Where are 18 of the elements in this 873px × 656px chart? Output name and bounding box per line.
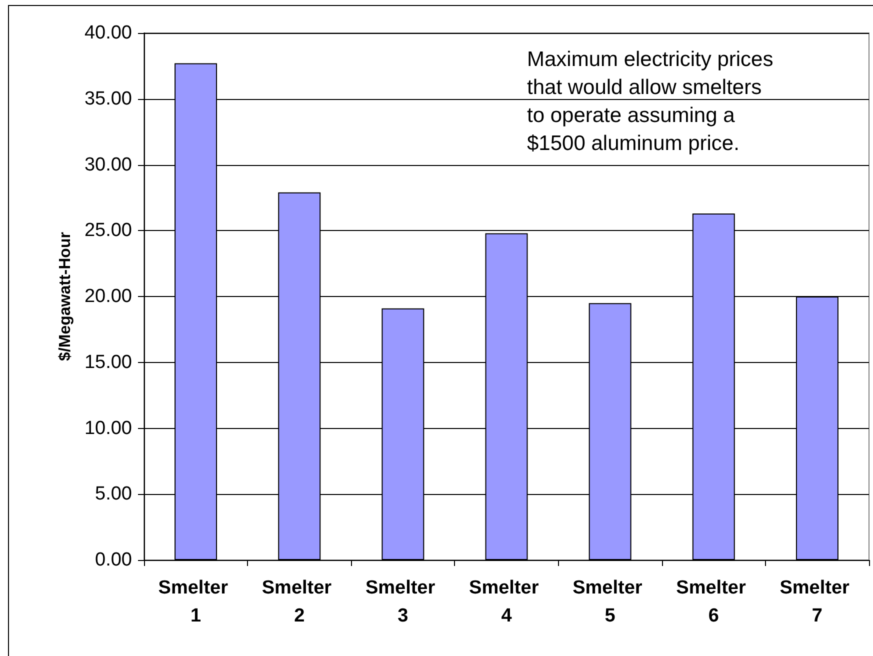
y-axis-title: $/Megawatt-Hour — [57, 232, 74, 361]
x-tick-label: Smelter 4 — [469, 578, 544, 626]
x-tick-label: Smelter 7 — [780, 578, 855, 626]
x-tick-label: Smelter 3 — [365, 578, 440, 626]
y-tick-label: 30.00 — [84, 154, 132, 176]
x-tick-label: Smelter 1 — [158, 578, 234, 626]
x-tick-label: Smelter 5 — [572, 578, 648, 626]
x-tick-label: Smelter 6 — [676, 578, 752, 626]
x-tick-label: Smelter 2 — [262, 578, 337, 626]
y-tick-label: 15.00 — [84, 352, 132, 373]
y-tick-label: 25.00 — [84, 220, 132, 242]
annotation: Maximum electricity prices that would allow smelters to operate assuming a $1500 aluminum price. — [527, 47, 774, 157]
y-tick-label: 35.00 — [84, 88, 132, 110]
y-tick-label: 5.00 — [95, 484, 132, 505]
y-tick-label: 40.00 — [84, 22, 132, 44]
y-tick-label: 0.00 — [95, 550, 132, 570]
y-tick-label: 10.00 — [84, 418, 132, 439]
y-tick-label: 20.00 — [84, 286, 132, 307]
